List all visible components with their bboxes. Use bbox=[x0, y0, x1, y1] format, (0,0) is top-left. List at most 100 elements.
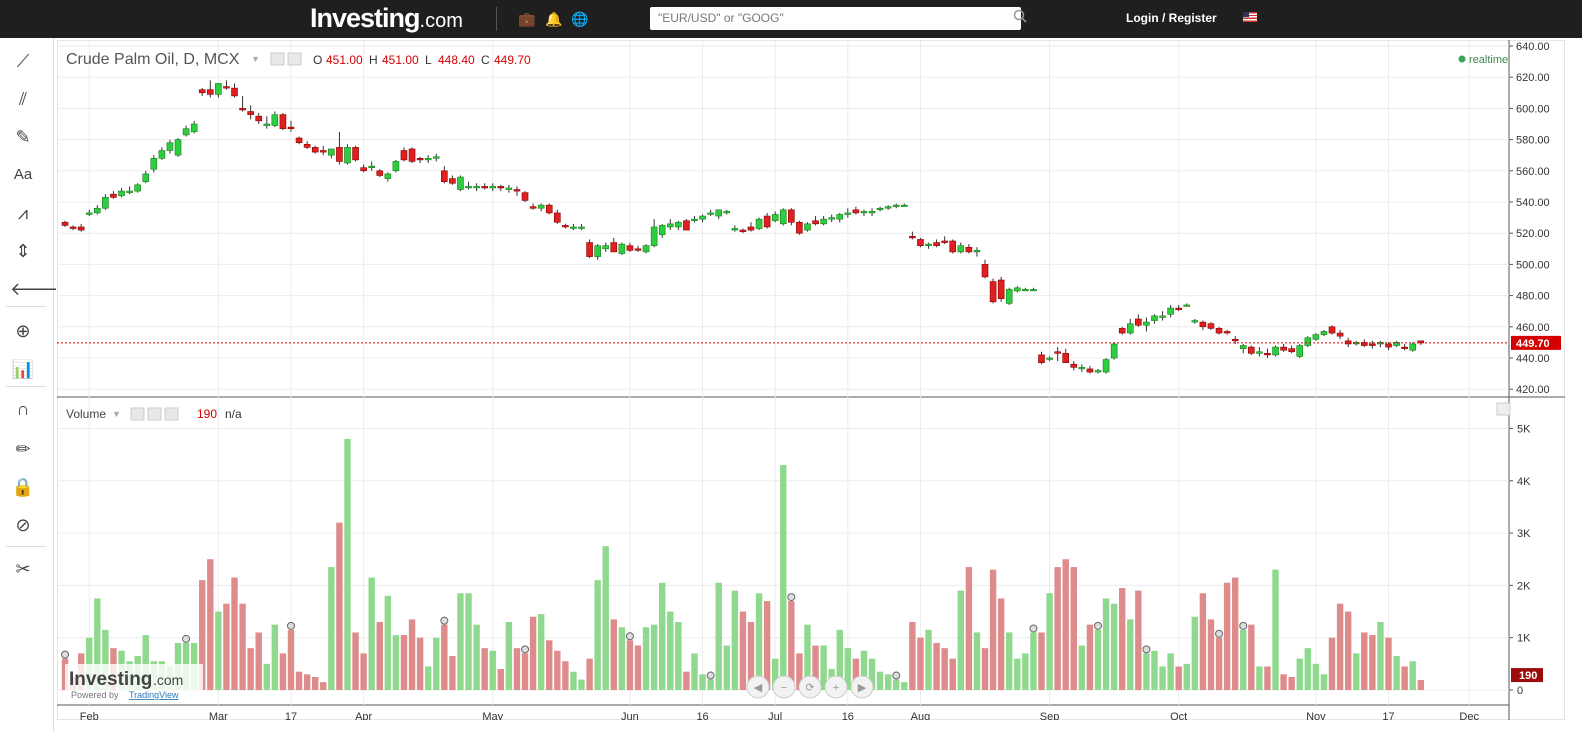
volume-value: 190 bbox=[197, 407, 217, 421]
time-tick-label: Dec bbox=[1459, 711, 1479, 720]
volume-bar bbox=[1207, 619, 1215, 690]
candle-body bbox=[408, 148, 416, 162]
candle-body bbox=[1385, 343, 1392, 348]
pencil-lock-icon[interactable]: ✏ bbox=[15, 439, 31, 459]
pattern-tool-icon[interactable]: ⩘ bbox=[17, 203, 29, 223]
candle-body bbox=[836, 214, 844, 220]
volume-bar bbox=[94, 598, 101, 690]
back-arrow-icon[interactable]: 🡐 bbox=[10, 279, 59, 299]
scroll-right-icon[interactable] bbox=[850, 675, 874, 699]
candle-body bbox=[1264, 353, 1271, 356]
fib-tool-icon[interactable]: ⫽ bbox=[18, 89, 28, 109]
volume-bar bbox=[650, 624, 658, 690]
candle-body bbox=[909, 236, 916, 239]
candle-body bbox=[1151, 315, 1158, 321]
magnet-icon[interactable]: ∩ bbox=[16, 399, 30, 419]
volume-bar bbox=[424, 666, 432, 690]
candle-body bbox=[658, 225, 666, 236]
zoom-out-icon-glyph: − bbox=[781, 682, 787, 694]
chart-area[interactable]: 640.00 620.00 600.00 580.00 560.00 540.00 520.… bbox=[57, 40, 1565, 720]
price-tick-label: 420.00 bbox=[1516, 384, 1550, 396]
volume-bar bbox=[941, 648, 948, 690]
candle-body bbox=[997, 279, 1005, 300]
series-settings-icon bbox=[287, 52, 302, 66]
candle-body bbox=[1167, 307, 1174, 315]
brush-tool-icon[interactable]: ✎ bbox=[15, 127, 31, 147]
zoom-out-icon[interactable] bbox=[772, 675, 796, 699]
zoom-in-icon[interactable] bbox=[824, 675, 848, 699]
volume-bar bbox=[1110, 603, 1118, 690]
us-flag-icon[interactable] bbox=[1243, 12, 1257, 22]
candle-body bbox=[174, 139, 182, 156]
price-tick-label: 520.00 bbox=[1516, 228, 1550, 240]
candle-body bbox=[384, 173, 392, 179]
trend-line-tool-icon[interactable]: ⟋ bbox=[16, 51, 30, 71]
volume-bar bbox=[1038, 632, 1045, 690]
briefcase-icon[interactable]: 💼 bbox=[518, 11, 536, 27]
volume-bar bbox=[473, 624, 480, 690]
candle-body bbox=[400, 150, 408, 161]
last-volume-badge bbox=[1511, 668, 1543, 683]
bell-icon[interactable]: 🔔 bbox=[545, 11, 563, 27]
investing-logo[interactable]: Investing.com bbox=[310, 3, 463, 34]
text-tool-icon[interactable]: Aa bbox=[13, 166, 33, 183]
volume-bar bbox=[917, 637, 924, 690]
search-input[interactable]: "EUR/USD" or "GOOG" bbox=[650, 7, 1027, 30]
last-volume-label: 190 bbox=[1519, 670, 1537, 682]
search-placeholder: "EUR/USD" or "GOOG" bbox=[658, 11, 784, 25]
volume-bar bbox=[949, 658, 956, 690]
globe-icon[interactable]: 🌐 bbox=[571, 11, 589, 27]
reset-zoom-icon-glyph: ⟳ bbox=[805, 682, 814, 694]
candle-body bbox=[868, 211, 876, 214]
candle-body bbox=[1231, 338, 1239, 342]
zoom-icon[interactable]: ⊕ bbox=[15, 321, 31, 341]
lock-icon[interactable]: 🔒 bbox=[11, 477, 35, 497]
reset-zoom-icon[interactable] bbox=[798, 675, 822, 699]
hide-icon[interactable]: ⊘ bbox=[15, 515, 31, 535]
candle-body bbox=[1183, 304, 1191, 307]
volume-bar bbox=[521, 653, 529, 690]
event-marker bbox=[787, 593, 796, 602]
candle-body bbox=[94, 207, 101, 214]
volume-bar bbox=[481, 648, 488, 690]
event-marker bbox=[706, 671, 715, 680]
volume-bar bbox=[400, 635, 408, 690]
candle-body bbox=[957, 245, 965, 253]
candle-body bbox=[1272, 346, 1279, 356]
login-register-link[interactable]: Login / Register bbox=[1126, 11, 1217, 25]
event-marker bbox=[440, 616, 449, 625]
candle-body bbox=[981, 264, 989, 278]
candle-body bbox=[594, 245, 601, 257]
time-tick-label: Oct bbox=[1170, 711, 1187, 720]
volume-bar bbox=[1127, 619, 1134, 690]
measure-tool-icon[interactable]: ⇕ bbox=[15, 241, 31, 261]
candle-body bbox=[1336, 332, 1344, 337]
volume-bar bbox=[747, 622, 755, 690]
volume-bar bbox=[562, 661, 569, 690]
volume-bar bbox=[1070, 567, 1077, 690]
last-price-label: 449.70 bbox=[1516, 338, 1550, 350]
candle-body bbox=[755, 218, 763, 229]
event-marker bbox=[892, 671, 901, 680]
volume-bar bbox=[360, 653, 367, 690]
event-marker bbox=[625, 632, 634, 641]
candle-body bbox=[578, 226, 585, 229]
volume-bar bbox=[279, 653, 287, 690]
candle-body bbox=[973, 250, 981, 253]
volume-bar bbox=[739, 611, 747, 690]
volume-bar bbox=[699, 674, 706, 690]
scroll-left-icon[interactable] bbox=[746, 675, 770, 699]
candle-body bbox=[1239, 345, 1247, 349]
event-marker bbox=[182, 634, 191, 643]
volume-bar bbox=[505, 622, 513, 690]
indicator-icon[interactable]: 📊 bbox=[11, 359, 35, 379]
candle-body bbox=[344, 147, 351, 164]
ohlc-label: C bbox=[481, 53, 490, 67]
volume-bar bbox=[1223, 582, 1231, 690]
candle-body bbox=[1361, 342, 1368, 346]
price-volume-chart[interactable]: 640.00 620.00 600.00 580.00 560.00 540.00 520.… bbox=[57, 40, 1565, 720]
settings-tools-icon[interactable]: ✂ bbox=[15, 559, 31, 579]
candle-body bbox=[497, 186, 505, 189]
candle-body bbox=[723, 211, 731, 214]
candle-body bbox=[360, 167, 367, 172]
